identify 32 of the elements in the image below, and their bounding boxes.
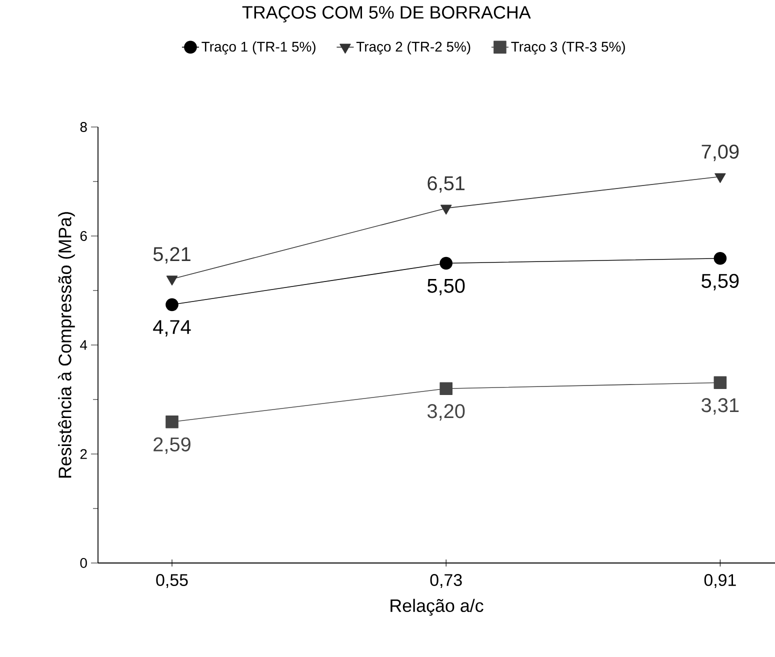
data-label: 5,59 (702, 274, 739, 290)
point (166, 276, 178, 286)
data-label: 3,31 (702, 398, 739, 415)
point (440, 382, 452, 395)
x-tick-label: 0,91 (704, 574, 736, 588)
y-tick-label: 2 (80, 449, 87, 459)
point (440, 204, 452, 215)
point (714, 173, 726, 183)
chart-title: TRAÇOS COM 5% DE BORRACHA (242, 6, 531, 22)
x-tick-label: 0,73 (430, 574, 462, 588)
data-label: 2,59 (154, 437, 190, 454)
y-axis-title: Resistência à Compressão (MPa) (58, 212, 75, 478)
point (714, 376, 727, 389)
y-tick-label: 6 (80, 231, 87, 241)
data-label: 6,51 (428, 176, 465, 193)
legend-label: Traço 3 (TR-3 5%) (511, 41, 625, 54)
x-axis-title: Relação a/c (390, 598, 484, 616)
point (166, 298, 178, 312)
data-label: 3,20 (427, 404, 465, 421)
legend-label: Traço 2 (TR-2 5%) (356, 41, 470, 54)
data-label: 5,21 (153, 247, 190, 264)
data-label: 4,74 (153, 320, 191, 336)
y-tick-label: 8 (80, 122, 87, 132)
point (166, 415, 178, 428)
y-tick-label: 0 (80, 558, 87, 568)
point (714, 252, 727, 265)
x-tick-label: 0,55 (156, 574, 188, 588)
data-label: 5,50 (428, 278, 465, 296)
y-tick-label: 4 (80, 340, 88, 350)
legend-label: Traço 1 (TR-1 5%) (202, 41, 316, 54)
point (440, 256, 452, 270)
data-label: 7,09 (702, 144, 739, 162)
